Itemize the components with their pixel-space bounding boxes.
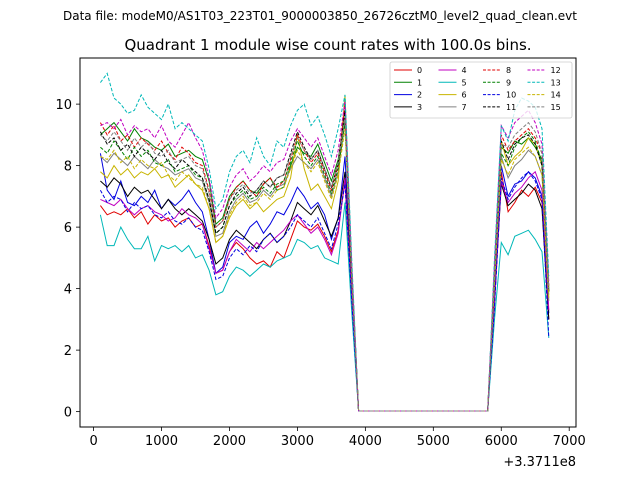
x-tick-label: 1000 [145,434,178,449]
legend-label-0: 0 [417,66,422,75]
y-tick-label: 0 [64,406,72,421]
legend-label-6: 6 [462,91,467,100]
x-tick-label: 4000 [349,434,382,449]
x-axis: 0 1000 2000 3000 4000 5000 6000 7000 [89,427,586,449]
y-tick-label: 2 [64,344,72,359]
y-tick-label: 6 [64,221,72,236]
series-line-4 [100,170,550,412]
x-tick-label: 2000 [213,434,246,449]
plot-lines [99,72,550,412]
legend-label-13: 13 [551,78,561,87]
series-line-6 [100,94,550,412]
legend-box [389,61,573,119]
series-line-3 [100,171,550,412]
x-tick-label: 0 [89,434,97,449]
legend-label-8: 8 [506,66,511,75]
x-tick-label: 6000 [485,434,518,449]
series-line-2 [99,153,550,412]
legend-label-7: 7 [462,103,467,112]
chart-title: Quadrant 1 module wise count rates with … [124,36,531,54]
legend-label-4: 4 [462,66,467,75]
x-tick-label: 5000 [417,434,450,449]
series-line-15 [100,116,550,412]
x-axis-offset-label: +3.3711e8 [503,455,576,470]
legend-label-10: 10 [506,91,516,100]
legend-label-5: 5 [462,78,467,87]
series-line-5 [99,202,550,412]
y-tick-label: 4 [64,283,72,298]
figure-suptitle: Data file: modeM0/AS1T03_223T01_90000038… [63,9,577,23]
x-tick-label: 3000 [281,434,314,449]
series-line-9 [100,122,550,412]
legend-label-14: 14 [551,91,561,100]
legend-label-11: 11 [506,103,516,112]
series-line-12 [100,101,550,412]
y-tick-label: 8 [64,160,72,175]
legend-label-1: 1 [417,78,422,87]
series-line-10 [99,171,550,412]
x-tick-label: 7000 [553,434,586,449]
legend-label-2: 2 [417,91,422,100]
legend-label-12: 12 [551,66,561,75]
legend-label-15: 15 [551,103,561,112]
y-tick-label: 10 [55,98,72,113]
legend-label-9: 9 [506,78,511,87]
series-line-0 [99,171,550,412]
series-line-11 [99,110,550,412]
series-line-13 [99,72,550,412]
legend-label-3: 3 [417,103,422,112]
axes-frame [79,57,577,428]
y-axis: 0 2 4 6 8 10 [55,98,80,421]
